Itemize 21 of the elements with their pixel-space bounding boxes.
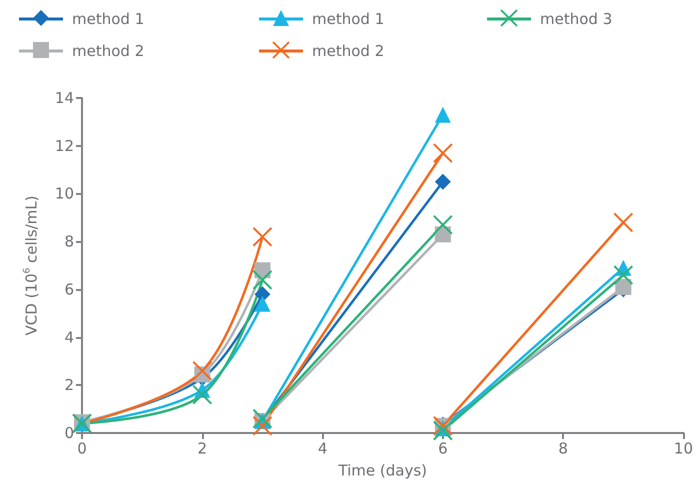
x-tick-label: 0 (77, 440, 87, 458)
y-tick-label: 6 (64, 280, 74, 298)
y-tick-label: 2 (64, 376, 74, 394)
x-tick-label: 4 (318, 440, 328, 458)
y-tick-label: 12 (54, 136, 74, 155)
legend-label: method 1 (72, 10, 144, 28)
x-tick-label: 8 (558, 440, 568, 458)
y-tick-label: 0 (64, 424, 74, 442)
y-tick-label: 14 (54, 89, 74, 107)
legend-label: method 1 (312, 10, 384, 28)
legend-label: method 2 (312, 42, 384, 60)
y-tick-label: 4 (64, 328, 74, 346)
y-tick-label: 8 (64, 232, 74, 251)
y-axis-title: VCD (106 cells/mL) (22, 196, 40, 336)
x-axis-title: Time (days) (337, 462, 428, 480)
x-tick-label: 10 (674, 440, 694, 458)
y-tick-label: 10 (54, 184, 74, 203)
x-tick-label: 6 (438, 440, 448, 458)
legend-label: method 3 (540, 10, 612, 28)
legend-label: method 2 (72, 42, 144, 60)
x-tick-label: 2 (198, 440, 208, 458)
